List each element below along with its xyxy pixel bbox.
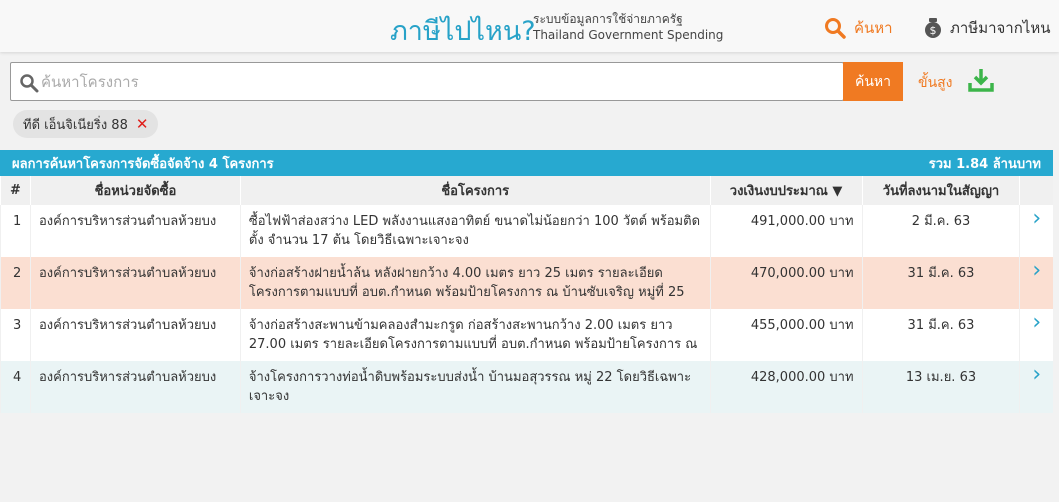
agency-name: องค์การบริหารส่วนตำบลห้วยบง: [29, 361, 241, 413]
table-row[interactable]: 1 องค์การบริหารส่วนตำบลห้วยบง ซื้อไฟฟ้าส่อ…: [0, 205, 1053, 257]
nav-tax-source[interactable]: $ ภาษีมาจากไหน: [924, 16, 1051, 40]
subtitle-en: Thailand Government Spending: [533, 28, 724, 42]
contract-date: 2 มี.ค. 63: [861, 205, 1020, 257]
project-name: ซื้อไฟฟ้าส่องสว่าง LED พลังงานแสงอาทิตย์…: [239, 205, 711, 257]
search-bar: [10, 62, 844, 101]
download-icon[interactable]: [967, 66, 995, 94]
search-icon: [20, 74, 39, 93]
results-count: ผลการค้นหาโครงการจัดซื้อจัดจ้าง 4 โครงกา…: [12, 156, 274, 172]
header: ภาษีไปไหน? ระบบข้อมูลการใช้จ่ายภาครัฐ Tha…: [0, 0, 1059, 52]
search-button[interactable]: ค้นหา: [843, 62, 903, 101]
filter-chip: ทีดี เอ็นจิเนียริ่ง 88 ✕: [13, 110, 159, 138]
col-project[interactable]: ชื่อโครงการ: [239, 176, 711, 205]
results-table: ผลการค้นหาโครงการจัดซื้อจัดจ้าง 4 โครงกา…: [0, 150, 1053, 413]
contract-date: 31 มี.ค. 63: [861, 257, 1020, 309]
budget-amount: 455,000.00 บาท: [709, 309, 863, 361]
budget-amount: 428,000.00 บาท: [709, 361, 863, 413]
logo[interactable]: ภาษีไปไหน?: [390, 16, 536, 47]
agency-name: องค์การบริหารส่วนตำบลห้วยบง: [29, 257, 241, 309]
money-bag-icon: $: [925, 18, 941, 38]
search-input[interactable]: [41, 63, 831, 100]
project-name: จ้างก่อสร้างสะพานข้ามคลองสำมะกรูด ก่อสร้…: [239, 309, 711, 361]
subtitle-th: ระบบข้อมูลการใช้จ่ายภาครัฐ: [533, 12, 683, 26]
contract-date: 13 เม.ย. 63: [861, 361, 1020, 413]
project-name: จ้างโครงการวางท่อน้ำดิบพร้อมระบบส่งน้ำ บ…: [239, 361, 711, 413]
budget-amount: 470,000.00 บาท: [709, 257, 863, 309]
row-number: 2: [0, 257, 31, 309]
results-total: รวม 1.84 ล้านบาท: [928, 156, 1041, 172]
nav-search-label: ค้นหา: [854, 19, 893, 37]
search-icon: [825, 18, 846, 39]
col-date[interactable]: วันที่ลงนามในสัญญา: [861, 176, 1020, 205]
col-number: #: [0, 176, 31, 205]
agency-name: องค์การบริหารส่วนตำบลห้วยบง: [29, 205, 241, 257]
nav-tax-label: ภาษีมาจากไหน: [950, 19, 1051, 37]
chevron-right-icon[interactable]: ›: [1019, 361, 1053, 413]
table-row[interactable]: 3 องค์การบริหารส่วนตำบลห้วยบง จ้างก่อสร้าง…: [0, 309, 1053, 361]
col-action: [1019, 176, 1053, 205]
advanced-search-link[interactable]: ขั้นสูง: [918, 75, 953, 91]
project-name: จ้างก่อสร้างฝายน้ำล้น หลังฝายกว้าง 4.00 …: [239, 257, 711, 309]
chevron-right-icon[interactable]: ›: [1019, 257, 1053, 309]
budget-amount: 491,000.00 บาท: [709, 205, 863, 257]
agency-name: องค์การบริหารส่วนตำบลห้วยบง: [29, 309, 241, 361]
site-subtitle: ระบบข้อมูลการใช้จ่ายภาครัฐ Thailand Gover…: [533, 11, 723, 43]
col-budget[interactable]: วงเงินงบประมาณ ▼: [709, 176, 863, 205]
col-agency[interactable]: ชื่อหน่วยจัดซื้อ: [29, 176, 241, 205]
svg-text:$: $: [930, 24, 937, 37]
contract-date: 31 มี.ค. 63: [861, 309, 1020, 361]
close-icon[interactable]: ✕: [135, 115, 149, 133]
table-row[interactable]: 2 องค์การบริหารส่วนตำบลห้วยบง จ้างก่อสร้าง…: [0, 257, 1053, 309]
row-number: 1: [0, 205, 31, 257]
table-row[interactable]: 4 องค์การบริหารส่วนตำบลห้วยบง จ้างโครงการว…: [0, 361, 1053, 413]
chevron-right-icon[interactable]: ›: [1019, 205, 1053, 257]
filter-chip-label: ทีดี เอ็นจิเนียริ่ง 88: [23, 117, 128, 133]
nav-search[interactable]: ค้นหา: [824, 16, 893, 40]
results-summary-bar: ผลการค้นหาโครงการจัดซื้อจัดจ้าง 4 โครงกา…: [0, 150, 1053, 176]
chevron-right-icon[interactable]: ›: [1019, 309, 1053, 361]
row-number: 4: [0, 361, 31, 413]
row-number: 3: [0, 309, 31, 361]
